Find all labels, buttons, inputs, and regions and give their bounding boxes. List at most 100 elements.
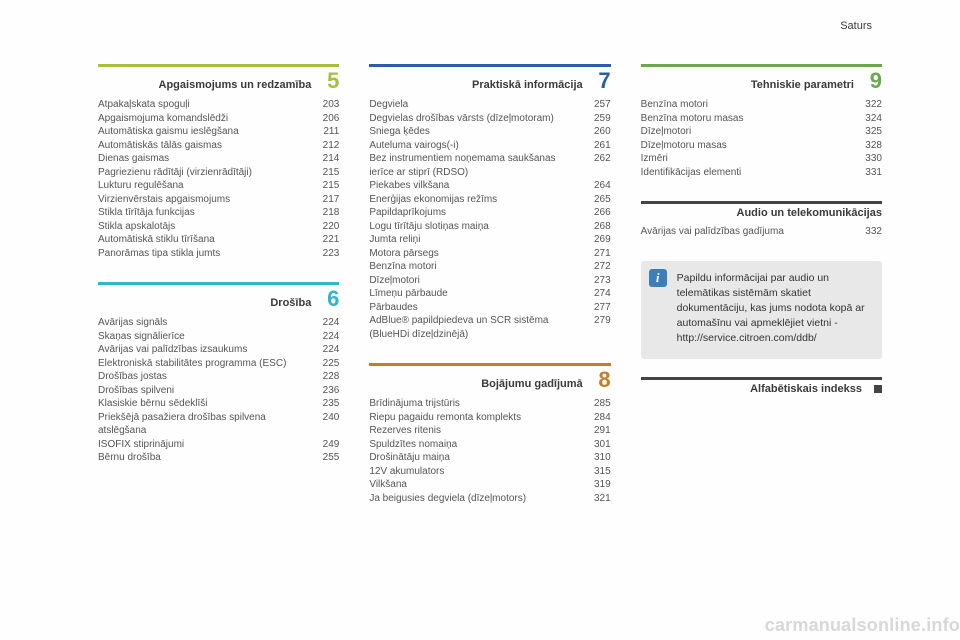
toc-item: Identifikācijas elementi331 — [641, 166, 882, 180]
toc-item: Dīzeļmotoru masas328 — [641, 139, 882, 153]
toc-item: Skaņas signālierīce224 — [98, 330, 339, 344]
toc-item-page: 221 — [309, 233, 339, 247]
toc-item: Papildaprīkojums266 — [369, 206, 610, 220]
toc-item: Motora pārsegs271 — [369, 247, 610, 261]
toc-item-label: ISOFIX stiprinājumi — [98, 438, 309, 452]
toc-item: Elektroniskā stabilitātes programma (ESC… — [98, 357, 339, 371]
toc-item-page: 260 — [581, 125, 611, 139]
toc-item-page: 214 — [309, 152, 339, 166]
toc-item: Degviela257 — [369, 98, 610, 112]
toc-item: Stikla apskalotājs220 — [98, 220, 339, 234]
toc-section: Tehniskie parametri9Benzīna motori322Ben… — [641, 64, 882, 179]
toc-item-page: 257 — [581, 98, 611, 112]
toc-item-label: Automātiskās tālās gaismas — [98, 139, 309, 153]
toc-item-page: 284 — [581, 411, 611, 425]
section-title: Apgaismojums un redzamība — [98, 79, 311, 91]
toc-item: Automātiskā stiklu tīrīšana221 — [98, 233, 339, 247]
toc-item-page: 266 — [581, 206, 611, 220]
toc-item: Stikla tīrītāja funkcijas218 — [98, 206, 339, 220]
toc-item: Apgaismojuma komandslēdži206 — [98, 112, 339, 126]
toc-item-label: Drošinātāju maiņa — [369, 451, 580, 465]
section-title: Praktiskā informācija — [369, 79, 582, 91]
toc-item-label: Identifikācijas elementi — [641, 166, 852, 180]
toc-item: Dienas gaismas214 — [98, 152, 339, 166]
toc-item-label: Avārijas vai palīdzības gadījuma — [641, 225, 852, 239]
toc-item-label: 12V akumulators — [369, 465, 580, 479]
page-header-label: Saturs — [840, 20, 872, 32]
toc-item-label: AdBlue® papildpiedeva un SCR sistēma (Bl… — [369, 314, 580, 341]
watermark: carmanualsonline.info — [765, 615, 960, 636]
toc-item: Benzīna motori272 — [369, 260, 610, 274]
toc-item: Atpakaļskata spoguļi203 — [98, 98, 339, 112]
toc-item-label: Virzienvērstais apgaismojums — [98, 193, 309, 207]
toc-item: Degvielas drošības vārsts (dīzeļmotoram)… — [369, 112, 610, 126]
toc-item: Benzīna motoru masas324 — [641, 112, 882, 126]
toc-item-label: Degviela — [369, 98, 580, 112]
toc-item-page: 277 — [581, 301, 611, 315]
content-columns: Apgaismojums un redzamība 5 Atpakaļskata s… — [98, 64, 882, 527]
section-header: Audio un telekomunikācijas — [641, 201, 882, 219]
toc-item-label: Dienas gaismas — [98, 152, 309, 166]
toc-item: Drošības spilveni236 — [98, 384, 339, 398]
info-box: i Papildu informācijai par audio un tele… — [641, 261, 882, 359]
toc-item-page: 220 — [309, 220, 339, 234]
section-title: Bojājumu gadījumā — [369, 378, 582, 390]
toc-item: Priekšējā pasažiera drošības spilvena at… — [98, 411, 339, 438]
toc-item-page: 262 — [581, 152, 611, 166]
column-right: Tehniskie parametri9Benzīna motori322Ben… — [641, 64, 882, 527]
toc-item-page: 265 — [581, 193, 611, 207]
toc-item-page: 271 — [581, 247, 611, 261]
toc-item-label: Auteluma vairogs(-i) — [369, 139, 580, 153]
toc-item-page: 325 — [852, 125, 882, 139]
section-number: 5 — [321, 70, 339, 92]
toc-section: Bojājumu gadījumā8Brīdinājuma trijstūris… — [369, 363, 610, 505]
toc-item: Dīzeļmotori273 — [369, 274, 610, 288]
toc-item-page: 269 — [581, 233, 611, 247]
toc-item-page: 330 — [852, 152, 882, 166]
toc-item: Avārijas signāls224 — [98, 316, 339, 330]
toc-item-label: Spuldzītes nomaiņa — [369, 438, 580, 452]
toc-item-page: 218 — [309, 206, 339, 220]
toc-item-label: Vilkšana — [369, 478, 580, 492]
toc-item: Virzienvērstais apgaismojums217 — [98, 193, 339, 207]
toc-item-label: Bērnu drošība — [98, 451, 309, 465]
toc-item: Logu tīrītāju slotiņas maiņa268 — [369, 220, 610, 234]
toc-item-label: Drošības spilveni — [98, 384, 309, 398]
toc-item: Bērnu drošība255 — [98, 451, 339, 465]
column-left: Apgaismojums un redzamība 5 Atpakaļskata s… — [98, 64, 339, 527]
toc-item: Drošības jostas228 — [98, 370, 339, 384]
toc-item-label: Elektroniskā stabilitātes programma (ESC… — [98, 357, 309, 371]
toc-item-page: 264 — [581, 179, 611, 193]
toc-item: Sniega ķēdes260 — [369, 125, 610, 139]
toc-item-page: 279 — [581, 314, 611, 328]
toc-item-page: 224 — [309, 316, 339, 330]
toc-item-label: Motora pārsegs — [369, 247, 580, 261]
toc-item-label: Pagriezienu rādītāji (virzienrādītāji) — [98, 166, 309, 180]
toc-item-page: 274 — [581, 287, 611, 301]
toc-item-label: Avārijas signāls — [98, 316, 309, 330]
toc-item-label: Bez instrumentiem noņemama saukšanas ier… — [369, 152, 580, 179]
toc-item-label: Automātiskā stiklu tīrīšana — [98, 233, 309, 247]
toc-item: ISOFIX stiprinājumi249 — [98, 438, 339, 452]
toc-item-label: Sniega ķēdes — [369, 125, 580, 139]
section-header: Drošība6 — [98, 282, 339, 310]
toc-item: Piekabes vilkšana264 — [369, 179, 610, 193]
section-number: 8 — [593, 369, 611, 391]
toc-item-page: 215 — [309, 179, 339, 193]
toc-item-page: 332 — [852, 225, 882, 239]
section-items: Benzīna motori322Benzīna motoru masas324… — [641, 98, 882, 179]
toc-item: Izmēri330 — [641, 152, 882, 166]
toc-item-page: 224 — [309, 343, 339, 357]
toc-item: Pagriezienu rādītāji (virzienrādītāji)21… — [98, 166, 339, 180]
toc-item: Spuldzītes nomaiņa301 — [369, 438, 610, 452]
info-icon: i — [649, 269, 667, 287]
toc-item: Drošinātāju maiņa310 — [369, 451, 610, 465]
section-items: Atpakaļskata spoguļi203Apgaismojuma koma… — [98, 98, 339, 260]
toc-item: Vilkšana319 — [369, 478, 610, 492]
toc-item: Rezerves ritenis291 — [369, 424, 610, 438]
section-number: 9 — [864, 70, 882, 92]
toc-item-page: 321 — [581, 492, 611, 506]
toc-item-page: 224 — [309, 330, 339, 344]
toc-item-label: Dīzeļmotori — [641, 125, 852, 139]
toc-item: Līmeņu pārbaude274 — [369, 287, 610, 301]
